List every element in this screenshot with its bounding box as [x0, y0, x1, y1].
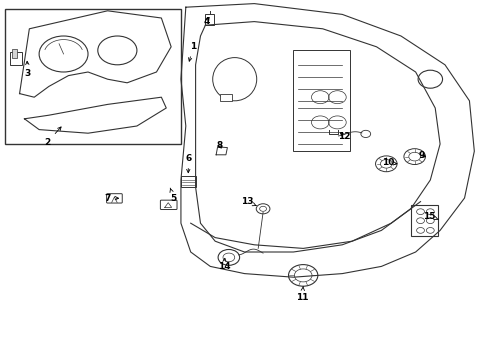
Text: 11: 11 [295, 287, 308, 302]
Text: 9: 9 [417, 151, 425, 160]
Text: 15: 15 [422, 212, 437, 220]
Bar [5, 9, 181, 144]
Bar [10, 52, 22, 65]
Text: 4: 4 [203, 17, 209, 26]
Text: 3: 3 [25, 61, 31, 78]
Text: 7: 7 [104, 194, 118, 202]
Bar [181, 176, 195, 187]
Text: 14: 14 [217, 258, 230, 271]
Bar [205, 14, 214, 25]
Bar [220, 94, 232, 101]
Text: 8: 8 [217, 141, 223, 150]
Bar [293, 50, 349, 151]
Text: 10: 10 [381, 158, 396, 167]
Text: 5: 5 [170, 188, 176, 202]
Text: 1: 1 [188, 42, 196, 61]
Bar [12, 49, 17, 58]
Text: 12: 12 [338, 132, 350, 141]
FancyBboxPatch shape [160, 200, 177, 210]
Text: 2: 2 [44, 127, 61, 147]
FancyBboxPatch shape [106, 194, 122, 203]
Text: 13: 13 [240, 197, 256, 206]
Text: 6: 6 [185, 154, 191, 173]
Bar [410, 205, 437, 236]
